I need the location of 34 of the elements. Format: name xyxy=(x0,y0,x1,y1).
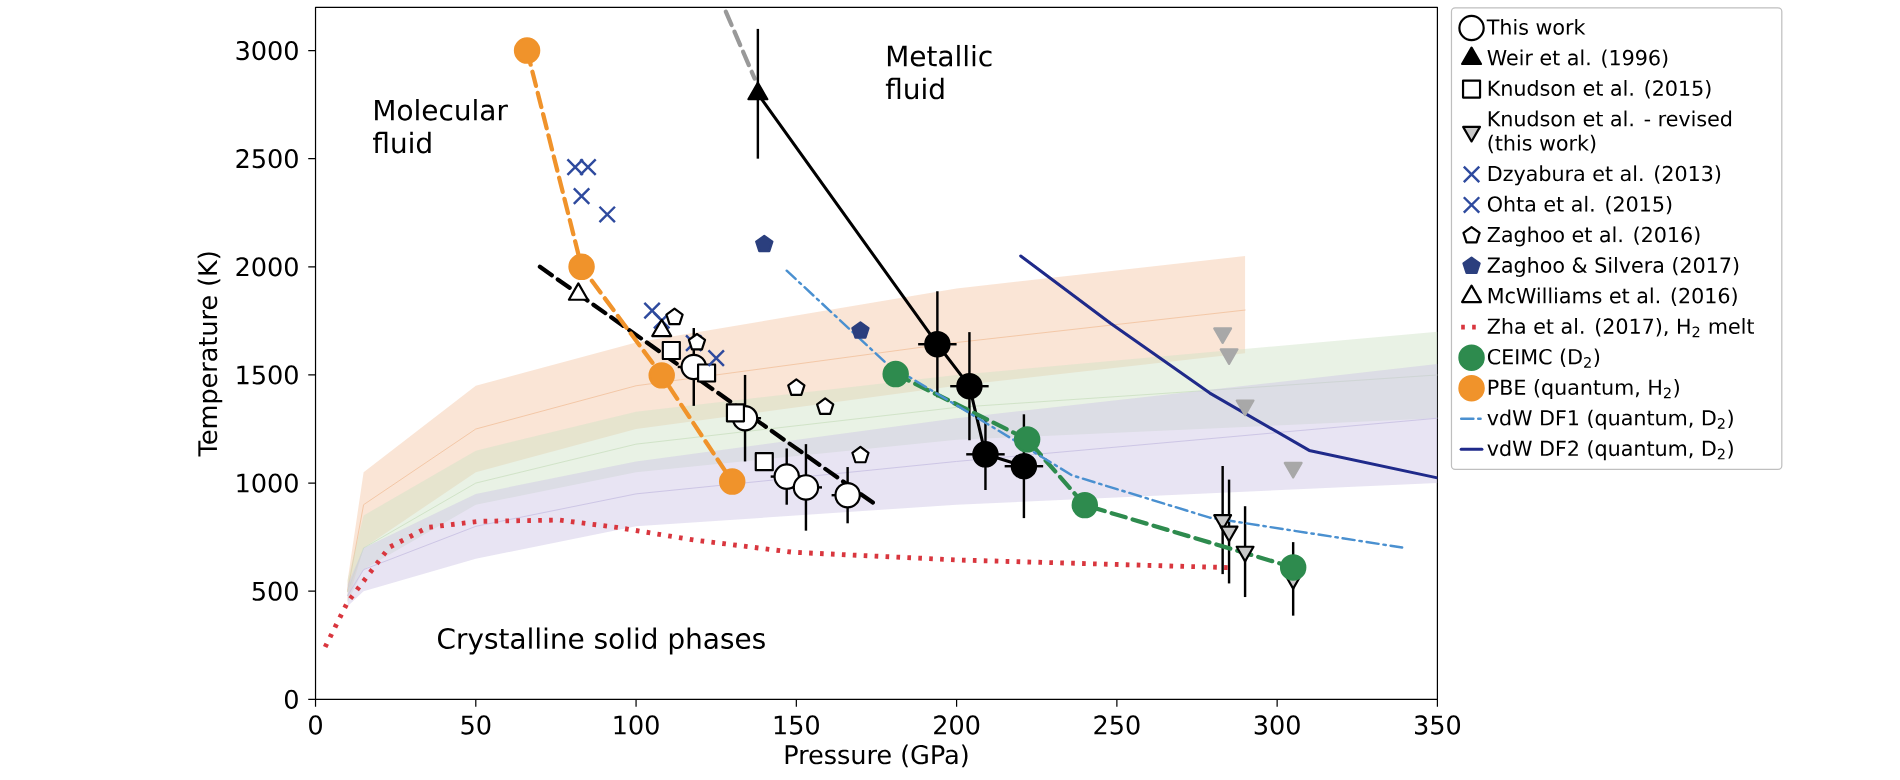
y-tick-label: 0 xyxy=(284,689,298,709)
annotation: Metallic fluid xyxy=(885,44,992,100)
legend-label: McWilliams et al. (2016) xyxy=(1488,287,1737,306)
legend-label: Zaghoo et al. (2016) xyxy=(1487,226,1700,247)
y-tick-label: 2000 xyxy=(236,256,298,277)
x-tick-label: 150 xyxy=(774,715,819,735)
x-tick-label: 100 xyxy=(614,715,659,735)
y-tick-label: 1000 xyxy=(237,473,298,493)
annotation: Crystalline solid phases xyxy=(438,627,765,655)
x-tick-label: 0 xyxy=(309,715,322,735)
x-tick-label: 250 xyxy=(1094,715,1140,735)
y-tick-label: 500 xyxy=(252,581,298,601)
y-axis-title: Temperature (K) xyxy=(197,252,223,457)
x-tick-label: 200 xyxy=(934,715,980,735)
y-tick-label: 1500 xyxy=(237,365,298,385)
x-tick-label: 350 xyxy=(1415,715,1461,735)
legend-label: Weir et al. (1996) xyxy=(1487,49,1668,68)
legend-label: CEIMC (D$_{2}$) xyxy=(1487,348,1600,368)
x-tick-label: 50 xyxy=(461,715,491,735)
legend-label: Zaghoo & Silvera (2017) xyxy=(1487,256,1739,277)
legend-label: PBE (quantum, H$_{2}$) xyxy=(1488,378,1679,399)
legend-label: vdW DF2 (quantum, D$_{2}$) xyxy=(1487,439,1733,460)
y-tick-label: 2500 xyxy=(236,148,298,169)
annotation: Molecular fluid xyxy=(373,98,508,154)
legend-label: Knudson et al. (2015) xyxy=(1488,79,1711,99)
legend-label: Zha et al. (2017), H$_{2}$ melt xyxy=(1487,317,1755,338)
legend-label: This work xyxy=(1486,18,1586,35)
x-axis-title: Pressure (GPa) xyxy=(785,744,968,768)
legend-label: Ohta et al. (2015) xyxy=(1487,195,1672,215)
x-tick-label: 300 xyxy=(1254,715,1300,735)
legend-label: Knudson et al. - revised (this work) xyxy=(1488,110,1732,154)
legend-label: vdW DF1 (quantum, D$_{2}$) xyxy=(1487,409,1733,430)
legend-label: Dzyabura et al. (2013) xyxy=(1488,165,1721,186)
y-tick-label: 3000 xyxy=(236,40,298,60)
